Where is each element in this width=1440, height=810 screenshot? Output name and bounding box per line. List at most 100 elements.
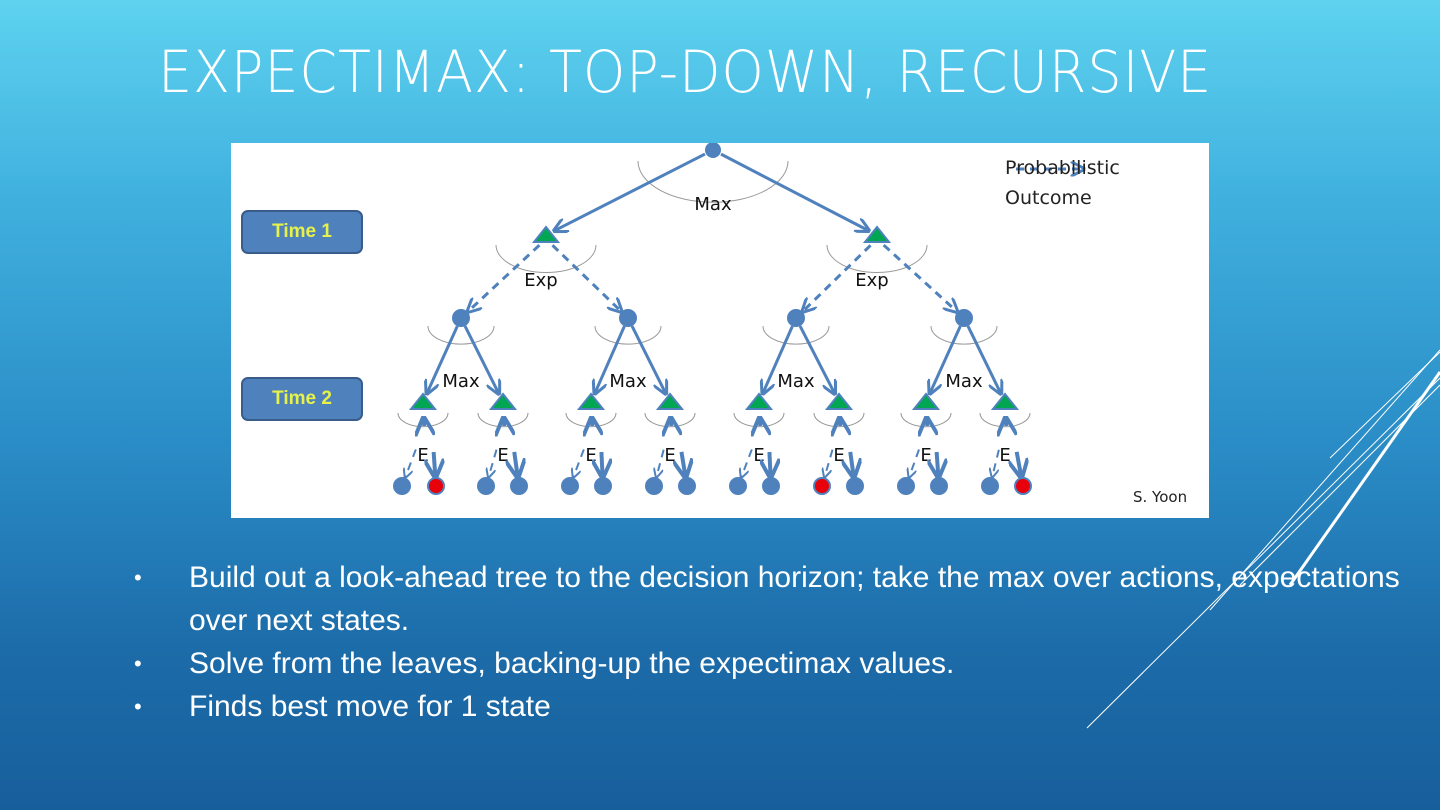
max-node-triangle [655, 392, 685, 410]
legend-line-1: Probabilistic [1005, 157, 1120, 179]
leaf-node [678, 477, 696, 495]
action-edge [769, 451, 770, 477]
action-edge [601, 451, 602, 477]
leaf-node [477, 477, 495, 495]
e-label: E [920, 445, 931, 466]
action-edge [434, 451, 436, 477]
chance-node [787, 309, 805, 327]
legend-line-2: Outcome [1005, 187, 1092, 209]
max-label: Max [442, 371, 480, 392]
highlighted-leaf-node [1014, 477, 1032, 495]
leaf-node [930, 477, 948, 495]
exp-label: Exp [524, 270, 557, 291]
leaf-node [762, 477, 780, 495]
bullet-icon: • [134, 565, 142, 590]
probabilistic-edge [802, 244, 872, 311]
action-edge [763, 325, 794, 394]
probabilistic-edge [488, 449, 498, 478]
action-edge [937, 451, 939, 477]
action-edge [1017, 451, 1022, 477]
e-label: E [417, 445, 428, 466]
max-arc [930, 325, 998, 345]
action-edge [760, 418, 761, 426]
leaf-node [393, 477, 411, 495]
max-label: Max [609, 371, 647, 392]
action-edge [681, 451, 685, 477]
max-node-triangle [408, 392, 438, 410]
bullet-text: Finds best move for 1 state [189, 690, 551, 723]
action-edge [514, 451, 518, 477]
action-edge [592, 418, 593, 426]
bullet-item: • Finds best move for 1 state [130, 685, 1440, 728]
leaf-node [561, 477, 579, 495]
bullet-text: Solve from the leaves, backing-up the ex… [189, 647, 955, 680]
action-edge [630, 325, 666, 394]
chance-node [619, 309, 637, 327]
max-node-triangle [824, 392, 854, 410]
bullet-item: • Solve from the leaves, backing-up the e… [130, 642, 1440, 685]
bullet-list: • Build out a look-ahead tree to the deci… [130, 556, 1440, 728]
legend-probabilistic-outcome: Probabilistic Outcome [1005, 153, 1120, 213]
exp-label: Exp [855, 270, 888, 291]
root-max-arc [637, 160, 789, 203]
exp-arc [495, 244, 597, 273]
max-arc [594, 325, 662, 345]
max-arc [427, 325, 495, 345]
action-edge [927, 418, 928, 426]
chance-node [955, 309, 973, 327]
max-node-triangle [911, 392, 941, 410]
max-node-triangle [744, 392, 774, 410]
time-1-label: Time 1 [241, 210, 363, 254]
probabilistic-edge [882, 243, 958, 312]
e-label: E [497, 445, 508, 466]
probabilistic-edge [992, 449, 1000, 478]
action-edge [554, 152, 706, 231]
action-edge [595, 325, 626, 394]
max-node-triangle [488, 392, 518, 410]
action-edge [850, 451, 854, 477]
probabilistic-edge [909, 449, 920, 477]
probabilistic-edge [551, 244, 621, 312]
probabilistic-edge [405, 449, 417, 477]
max-node-triangle [862, 225, 892, 243]
highlighted-leaf-node [813, 477, 831, 495]
action-edge [798, 325, 835, 394]
action-edge [504, 418, 505, 426]
leaf-node [897, 477, 915, 495]
max-label: Max [777, 371, 815, 392]
probabilistic-edge [741, 449, 753, 477]
action-edge [463, 325, 499, 394]
e-label: E [664, 445, 675, 466]
probabilistic-edge [573, 449, 585, 477]
max-label: Max [945, 371, 983, 392]
probabilistic-edge [824, 449, 834, 478]
highlighted-leaf-node [427, 477, 445, 495]
leaf-node [645, 477, 663, 495]
exp-arc [826, 244, 928, 273]
max-node-triangle [990, 392, 1020, 410]
slide-title: EXPECTIMAX: TOP-DOWN, RECURSIVE [158, 38, 1213, 106]
leaf-node [981, 477, 999, 495]
expectimax-tree-figure: Max Exp Exp Max Max Max Max E E E E E E E E Time 1 Tim… [231, 143, 1209, 518]
bullet-item: • Build out a look-ahead tree to the deci… [130, 556, 1440, 642]
e-label: E [753, 445, 764, 466]
time-2-label: Time 2 [241, 377, 363, 421]
probabilistic-edge [468, 244, 541, 312]
action-edge [930, 325, 962, 394]
leaf-node [846, 477, 864, 495]
figure-credit: S. Yoon [1133, 488, 1188, 506]
max-node-triangle [531, 225, 561, 243]
action-edge [840, 418, 841, 426]
bullet-icon: • [134, 694, 142, 719]
action-edge [1006, 418, 1007, 426]
e-label: E [585, 445, 596, 466]
max-arc [762, 325, 830, 345]
tree-diagram: Max Exp Exp Max Max Max Max E E E E E E E E [393, 143, 1209, 495]
bullet-icon: • [134, 651, 142, 676]
leaf-node [729, 477, 747, 495]
action-edge [424, 418, 425, 426]
action-edge [671, 418, 672, 426]
action-edge [720, 152, 869, 231]
e-label: E [833, 445, 844, 466]
